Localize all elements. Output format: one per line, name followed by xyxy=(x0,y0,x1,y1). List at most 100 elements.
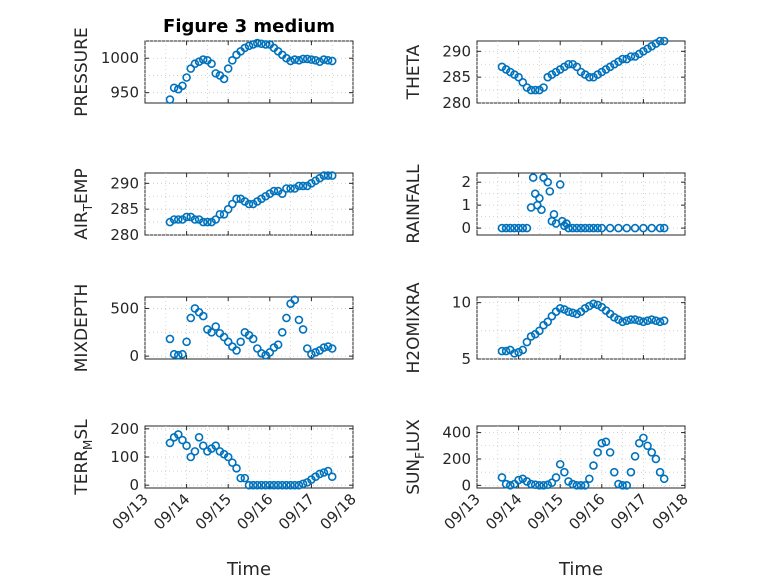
terr-msl-ytick-label: 100 xyxy=(110,448,139,466)
terr-msl-point xyxy=(173,430,183,439)
rainfall-ylabel: RAINFALL xyxy=(404,164,424,244)
mixdepth-point xyxy=(169,349,179,359)
sun-flux-point xyxy=(634,438,644,448)
air-temp-point xyxy=(228,199,237,209)
terr-msl-point xyxy=(165,438,175,448)
mixdepth-point xyxy=(219,332,229,342)
sun-flux-point xyxy=(497,473,507,482)
sun-flux-point xyxy=(622,481,632,490)
pressure-point xyxy=(290,55,300,64)
h2omixra-point xyxy=(522,337,532,347)
rainfall-point xyxy=(576,223,586,233)
mixdepth-point xyxy=(211,322,221,331)
air-temp-ytick-label: 290 xyxy=(110,174,139,192)
air-temp-point xyxy=(269,186,279,196)
terr-msl-point xyxy=(198,441,208,451)
sun-flux-point xyxy=(505,481,515,490)
rainfall-ytick-label: 1 xyxy=(461,196,471,214)
sun-flux-point xyxy=(530,480,540,490)
rainfall-point xyxy=(514,223,523,233)
terr-msl-point xyxy=(211,441,221,451)
h2omixra-point xyxy=(622,316,632,325)
terr-msl-point xyxy=(277,480,287,490)
terr-msl-point xyxy=(228,458,237,467)
subplot-rainfall: 0 1 2 RAINFALL xyxy=(404,164,686,244)
terr-msl-point xyxy=(298,479,308,489)
air-temp-point xyxy=(286,184,295,193)
pressure-point xyxy=(257,39,266,49)
terr-msl-point xyxy=(327,472,337,482)
pressure-point xyxy=(228,55,237,65)
terr-msl-point xyxy=(294,480,304,490)
air-temp-point xyxy=(173,215,183,224)
rainfall-point xyxy=(630,223,640,233)
terr-msl-point xyxy=(286,480,295,490)
sun-flux-xtick-label: 09/17 xyxy=(607,490,650,533)
air-temp-point xyxy=(282,184,291,193)
terr-msl-point xyxy=(190,447,200,456)
theta-point xyxy=(526,85,536,95)
mixdepth-point xyxy=(257,348,266,358)
mixdepth-point xyxy=(277,327,287,337)
pressure-point xyxy=(319,55,329,64)
terr-msl-point xyxy=(194,432,204,442)
air-temp-ylabel: AIRTEMP xyxy=(72,168,95,239)
sun-flux-point xyxy=(647,448,657,457)
terr-msl-xtick-label: 09/16 xyxy=(233,490,276,533)
terr-msl-xlabel: Time xyxy=(226,559,271,580)
h2omixra-point xyxy=(564,307,573,316)
rainfall-point xyxy=(537,205,546,215)
h2omixra-point xyxy=(555,303,565,313)
h2omixra-ytick-label: 5 xyxy=(461,350,471,368)
air-temp-point xyxy=(298,181,308,191)
air-temp-point xyxy=(203,217,212,227)
air-temp-point xyxy=(232,194,241,204)
sun-flux-point xyxy=(568,479,577,489)
sun-flux-point xyxy=(580,481,590,490)
pressure-point xyxy=(194,57,204,66)
rainfall-point xyxy=(647,223,657,233)
sun-flux-point xyxy=(593,448,602,457)
air-temp-point xyxy=(244,199,254,209)
mixdepth-point xyxy=(173,350,183,360)
rainfall-point xyxy=(543,177,553,187)
sun-flux-point xyxy=(605,448,615,457)
sun-flux-point xyxy=(576,481,586,490)
pressure-point xyxy=(261,40,270,49)
pressure-point xyxy=(190,59,200,69)
h2omixra-ytick-label: 10 xyxy=(452,294,471,312)
air-temp-point xyxy=(319,171,329,180)
sun-flux-point xyxy=(514,475,523,485)
sun-flux-point xyxy=(614,479,623,489)
terr-msl-point xyxy=(236,473,245,483)
h2omixra-point xyxy=(526,332,536,341)
mixdepth-point xyxy=(298,325,308,334)
air-temp-point xyxy=(190,215,200,224)
rainfall-point xyxy=(510,223,519,233)
air-temp-point xyxy=(215,210,225,219)
sun-flux-point xyxy=(626,467,636,477)
terr-msl-xtick-label: 09/17 xyxy=(275,490,318,533)
sun-flux-point xyxy=(539,481,548,490)
rainfall-point xyxy=(589,223,598,233)
terr-msl-point xyxy=(186,452,196,462)
air-temp-point xyxy=(169,215,179,224)
pressure-point xyxy=(169,83,179,93)
terr-msl-point xyxy=(323,466,333,476)
h2omixra-point xyxy=(510,349,519,358)
theta-point xyxy=(626,52,636,61)
sun-flux-xtick-label: 09/14 xyxy=(482,490,525,533)
rainfall-point xyxy=(597,223,607,233)
air-temp-point xyxy=(198,217,208,227)
terr-msl-point xyxy=(232,463,241,473)
air-temp-point xyxy=(327,171,337,180)
rainfall-point xyxy=(585,223,594,233)
h2omixra-ylabel: H2OMIXRA xyxy=(404,282,424,373)
mixdepth-point xyxy=(265,348,275,357)
sun-flux-point xyxy=(655,467,665,477)
terr-msl-point xyxy=(248,480,258,490)
mixdepth-point xyxy=(319,343,329,352)
pressure-ytick-label: 1000 xyxy=(101,49,139,67)
